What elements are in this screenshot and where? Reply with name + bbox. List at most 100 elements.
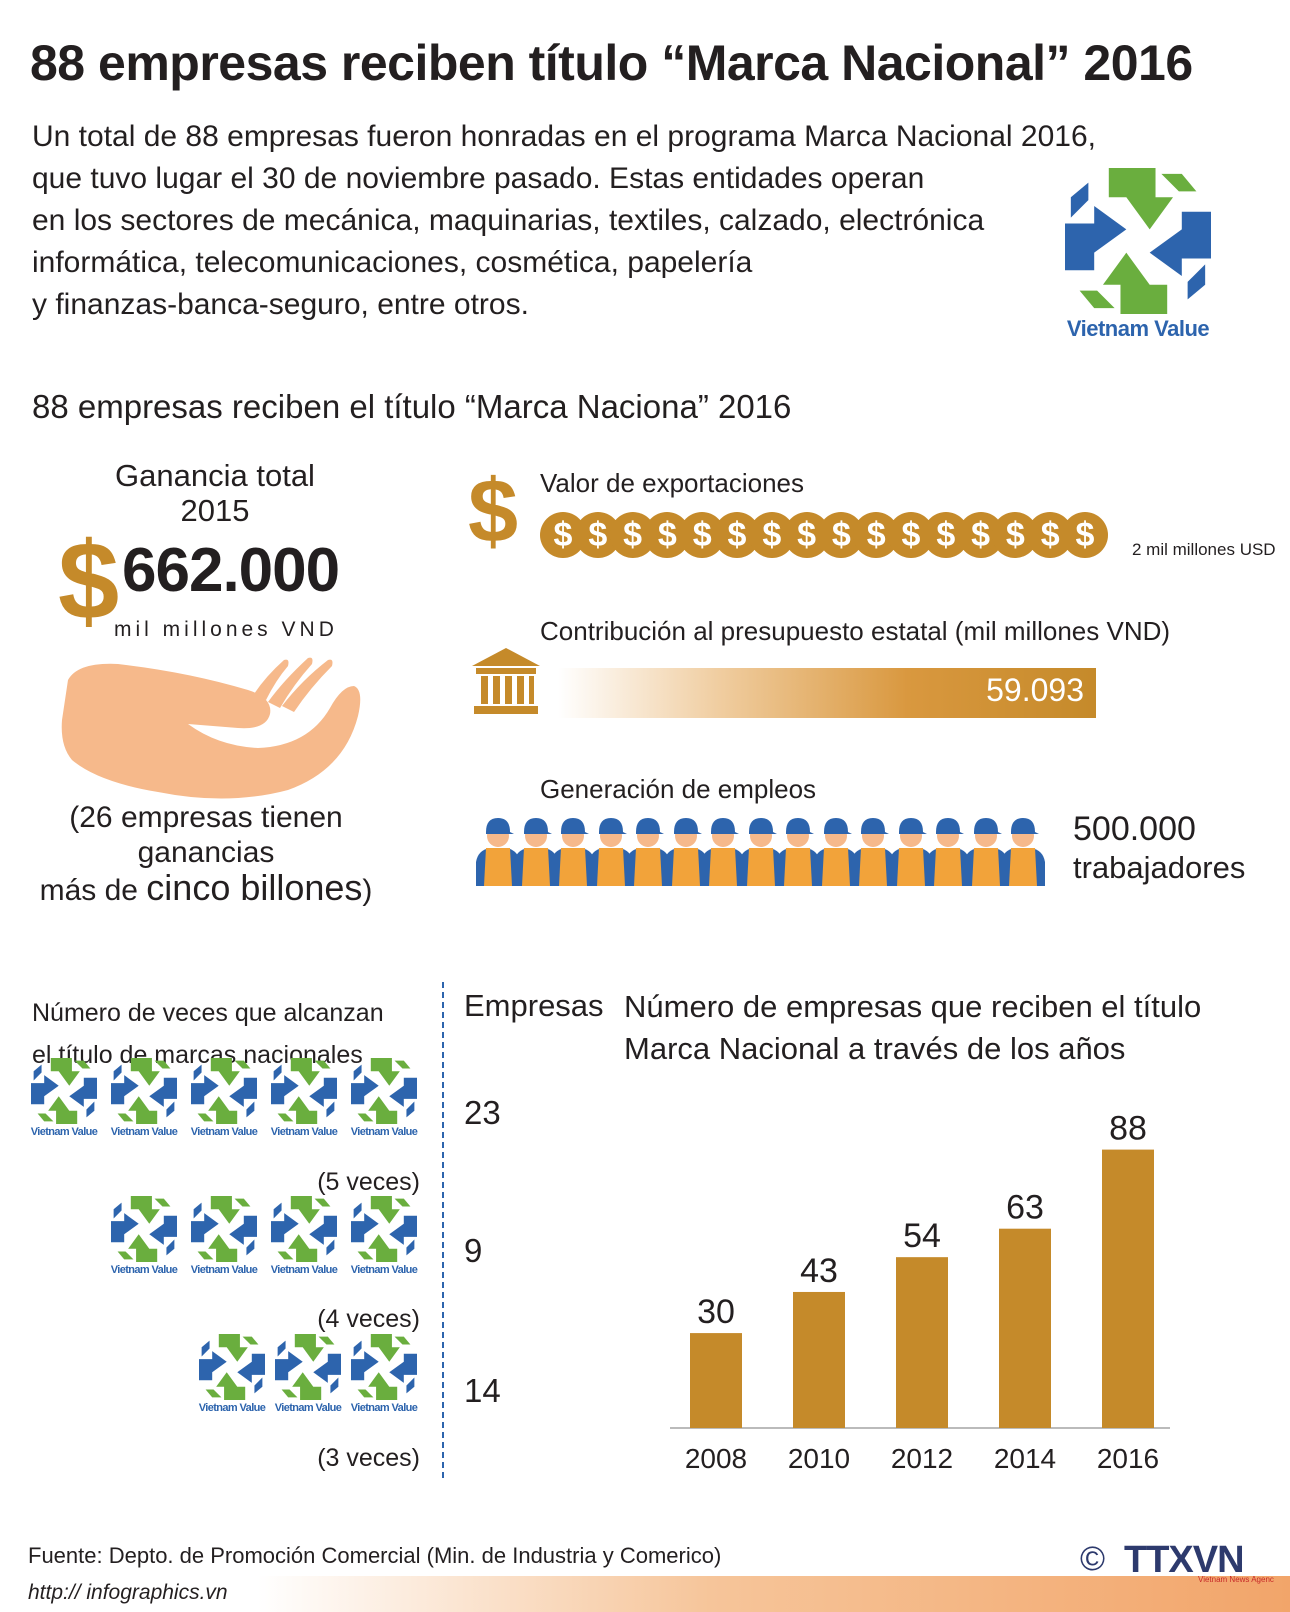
- worker-icon: [776, 818, 820, 886]
- logo-arrow: [273, 1202, 282, 1219]
- chart-tick-label: 2010: [788, 1443, 850, 1474]
- logo-arrow: [314, 1198, 331, 1207]
- logo-arrow: [277, 1113, 294, 1122]
- logo-arrow: [154, 1060, 171, 1069]
- profit-label: Ganancia total 2015: [80, 458, 350, 528]
- profit-note-emphasis: cinco billones: [146, 867, 363, 908]
- logo-arrow: [205, 1389, 222, 1398]
- chart-data-label: 63: [1006, 1189, 1044, 1227]
- logo-arrow: [389, 1215, 417, 1245]
- logo-arrow: [37, 1113, 54, 1122]
- vietnam-value-small-logo: Vietnam Value: [28, 1058, 100, 1144]
- logo-brand-text: Vietnam Value: [1066, 316, 1210, 341]
- worker-icon: [701, 818, 745, 886]
- source-text: Fuente: Depto. de Promoción Comercial (M…: [28, 1543, 722, 1568]
- logo-brand-text: Vietnam Value: [110, 1264, 178, 1276]
- vietnam-value-logo-icon: [31, 1058, 97, 1124]
- logo-arrow: [309, 1215, 337, 1245]
- logo-arrow: [113, 1064, 122, 1081]
- coin-icon: $: [714, 512, 760, 558]
- logo-brand-text: Vietnam Value: [198, 1402, 266, 1414]
- vietnam-value-logo-icon: [1065, 168, 1211, 314]
- logo-arrow: [318, 1336, 335, 1345]
- profit-note-line: más de cinco billones): [16, 870, 396, 908]
- chart-data-label: 54: [903, 1217, 941, 1255]
- logo-arrow: [48, 1096, 78, 1124]
- vietnam-value-logo-icon: [271, 1196, 337, 1262]
- logo-arrow: [149, 1077, 177, 1107]
- profit-note: (26 empresas tienen ganancias más de cin…: [16, 800, 396, 908]
- logo-arrow: [117, 1251, 134, 1260]
- chart-data-label: 30: [697, 1293, 735, 1331]
- worker-icon: [926, 818, 970, 886]
- logo-arrow: [353, 1340, 362, 1357]
- logo-arrow: [1149, 211, 1211, 277]
- worker-icon: [476, 818, 520, 886]
- chart-tick-label: 2008: [685, 1443, 747, 1474]
- worker-icon: [851, 818, 895, 886]
- chart-tick-label: 2016: [1097, 1443, 1159, 1474]
- vietnam-value-logo-icon: [111, 1196, 177, 1262]
- logo-arrow: [353, 1064, 362, 1081]
- logo-arrow: [234, 1060, 251, 1069]
- vietnam-value-logo-icon: [191, 1196, 257, 1262]
- worker-row: [474, 810, 1064, 886]
- logo-arrow: [273, 1064, 282, 1081]
- logo-arrow: [69, 1077, 97, 1107]
- logo-arrow: [389, 1353, 417, 1383]
- profit-unit: mil millones VND: [114, 618, 338, 641]
- worker-icon: [888, 818, 933, 886]
- jobs-value: 500.000: [1073, 810, 1196, 848]
- logo-arrow: [74, 1060, 91, 1069]
- vietnam-value-logo-icon: [191, 1058, 257, 1124]
- logo-arrow: [370, 1058, 400, 1086]
- logo-arrow: [357, 1113, 374, 1122]
- vietnam-value-logo-icon: [275, 1334, 341, 1400]
- logo-arrow: [1187, 264, 1206, 300]
- logo-arrow: [1108, 168, 1174, 230]
- open-hand-icon: [61, 657, 361, 799]
- logo-arrow: [193, 1202, 202, 1219]
- logo-arrow: [394, 1336, 411, 1345]
- logo-brand-text: Vietnam Value: [270, 1264, 338, 1276]
- logo-arrow: [199, 1351, 227, 1381]
- logo-arrow: [290, 1196, 320, 1224]
- vietnam-value-small-logo: Vietnam Value: [188, 1058, 260, 1144]
- logo-arrow: [351, 1351, 379, 1381]
- logo-arrow: [406, 1239, 415, 1256]
- logo-arrow: [313, 1353, 341, 1383]
- footer-link[interactable]: http:// infographics.vn: [28, 1581, 228, 1604]
- logo-arrow: [294, 1334, 324, 1362]
- profit-note-prefix: más de: [39, 874, 147, 907]
- times-row-label: (4 veces): [317, 1305, 420, 1333]
- logo-arrow: [277, 1251, 294, 1260]
- logo-arrow: [197, 1251, 214, 1260]
- vietnam-value-logo-icon: [351, 1334, 417, 1400]
- chart-bar: [896, 1257, 948, 1428]
- worker-icon: [588, 818, 633, 886]
- logo-arrow: [111, 1213, 139, 1243]
- logo-brand-text: Vietnam Value: [270, 1126, 338, 1138]
- profit-note-suffix: ): [362, 874, 373, 907]
- logo-arrow: [210, 1058, 240, 1086]
- logo-arrow: [277, 1340, 286, 1357]
- logo-arrow: [154, 1198, 171, 1207]
- logo-arrow: [292, 1372, 322, 1400]
- intro-line: y finanzas-banca-seguro, entre otros.: [32, 288, 529, 321]
- vietnam-value-small-logo: Vietnam Value: [108, 1058, 180, 1144]
- worker-icon: [626, 818, 670, 886]
- section-divider: [442, 982, 444, 1478]
- logo-arrow: [357, 1251, 374, 1260]
- profit-note-line: ganancias: [137, 836, 275, 869]
- coin-icon: $: [1027, 512, 1074, 558]
- logo-arrow: [33, 1064, 42, 1081]
- logo-arrow: [229, 1215, 257, 1245]
- coin-icon: $: [1062, 512, 1108, 558]
- vietnam-value-logo-icon: [111, 1058, 177, 1124]
- logo-arrow: [1102, 252, 1168, 314]
- times-row-count: 14: [464, 1372, 501, 1409]
- logo-arrow: [368, 1096, 398, 1124]
- worker-icon: [813, 818, 858, 886]
- logo-arrow: [149, 1215, 177, 1245]
- logo-arrow: [31, 1075, 59, 1105]
